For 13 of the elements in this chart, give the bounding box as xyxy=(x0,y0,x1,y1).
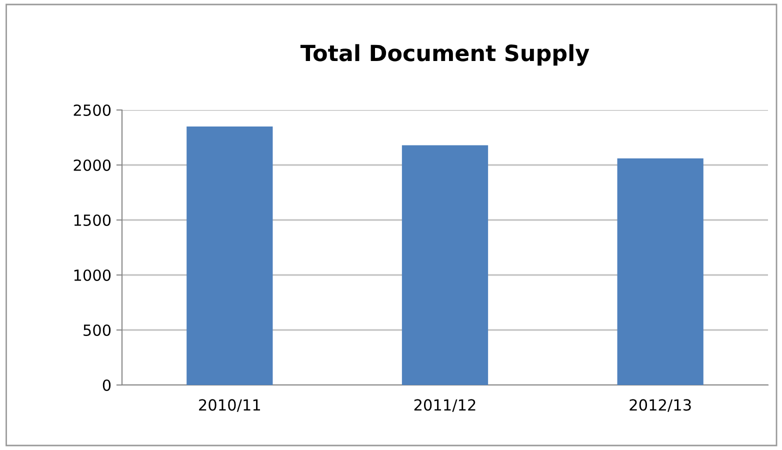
y-tick-label: 2000 xyxy=(74,159,111,172)
bar xyxy=(402,145,488,385)
x-tick-label: 2010/11 xyxy=(199,399,260,412)
y-tick-label: 0 xyxy=(102,379,111,392)
y-tick-label: 2500 xyxy=(74,104,111,116)
bar xyxy=(186,126,273,385)
y-tick-label: 1000 xyxy=(74,269,111,282)
y-tick-label: 1500 xyxy=(74,214,111,226)
bar xyxy=(617,158,704,385)
chart-title: Total Document Supply xyxy=(300,44,590,66)
x-tick-label: 2012/13 xyxy=(630,399,691,412)
x-tick-label: 2011/12 xyxy=(414,399,476,412)
y-tick-label: 500 xyxy=(84,324,111,336)
